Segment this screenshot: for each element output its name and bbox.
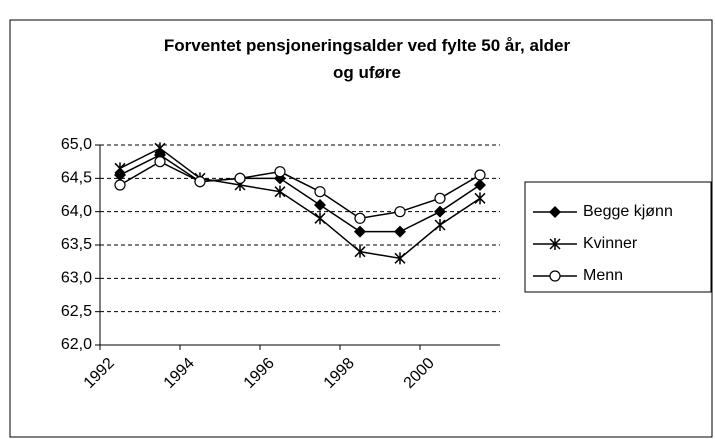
y-tick-label: 63,5 — [61, 236, 92, 253]
y-tick-label: 64,0 — [61, 203, 92, 220]
marker — [394, 206, 406, 218]
marker — [434, 192, 446, 204]
marker — [354, 212, 366, 224]
marker — [114, 179, 126, 191]
marker — [234, 172, 246, 184]
marker — [274, 185, 286, 198]
y-tick-label: 65,0 — [61, 136, 92, 153]
marker — [474, 192, 486, 205]
marker — [434, 219, 446, 231]
marker — [394, 225, 406, 238]
series-line — [119, 160, 481, 220]
marker — [114, 162, 126, 175]
marker — [274, 166, 286, 178]
legend-label: Menn — [583, 267, 623, 284]
marker — [434, 205, 446, 218]
y-tick-label: 64,5 — [61, 170, 92, 187]
marker — [354, 245, 366, 258]
legend-label: Kvinner — [583, 235, 638, 252]
marker — [354, 225, 366, 238]
marker — [154, 142, 166, 155]
marker — [549, 206, 561, 218]
chart-frame — [9, 19, 713, 438]
marker — [314, 186, 326, 198]
marker — [394, 252, 406, 265]
chart-title: Forventet pensjoneringsalder ved fylte 5… — [163, 36, 571, 82]
marker — [194, 176, 206, 188]
x-tick-label: 1998 — [321, 355, 358, 392]
marker — [549, 238, 561, 250]
series-line — [119, 154, 481, 233]
y-tick-label: 62,0 — [61, 336, 92, 353]
x-tick-label: 2000 — [401, 355, 438, 392]
marker — [314, 212, 326, 225]
marker — [314, 199, 326, 211]
marker — [154, 156, 166, 168]
marker — [474, 179, 486, 191]
marker — [474, 169, 486, 181]
y-tick-label: 63,0 — [61, 270, 92, 287]
series-line — [119, 147, 481, 260]
x-tick-label: 1994 — [161, 355, 198, 392]
marker — [549, 270, 561, 282]
x-tick-label: 1992 — [81, 355, 118, 392]
y-tick-label: 62,5 — [61, 303, 92, 320]
legend-label: Begge kjønn — [583, 203, 673, 220]
x-tick-label: 1996 — [241, 355, 278, 392]
legend: Begge kjønn Kvinner Menn — [524, 181, 712, 293]
